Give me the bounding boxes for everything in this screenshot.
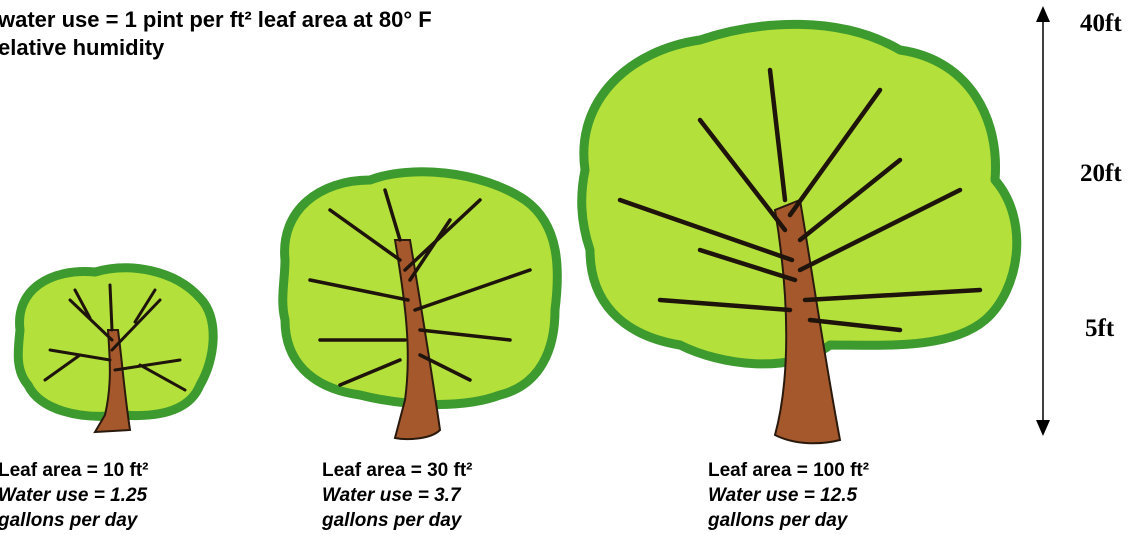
tree-small <box>18 268 213 432</box>
scale-label: 20ft <box>1080 160 1122 187</box>
leaf-area: Leaf area = 30 ft² <box>322 460 473 481</box>
water-use-unit: gallons per day <box>0 510 139 531</box>
water-use: Water use = 3.7 <box>322 485 462 506</box>
water-use-unit: gallons per day <box>707 510 849 531</box>
scale-label: 40ft <box>1080 10 1122 37</box>
diagram: water use = 1 pint per ft² leaf area at … <box>0 0 1145 535</box>
leaf-area: Leaf area = 10 ft² <box>0 460 149 481</box>
scale-arrow <box>1036 6 1050 436</box>
water-use: Water use = 1.25 <box>0 485 148 506</box>
water-use-unit: gallons per day <box>321 510 463 531</box>
header-line: water use = 1 pint per ft² leaf area at … <box>0 7 432 32</box>
water-use: Water use = 12.5 <box>708 485 858 506</box>
header-line: elative humidity <box>0 35 165 60</box>
tree-medium <box>283 172 558 439</box>
leaf-area: Leaf area = 100 ft² <box>708 460 869 481</box>
tree-large <box>582 24 1017 443</box>
scale-label: 5ft <box>1085 315 1115 342</box>
